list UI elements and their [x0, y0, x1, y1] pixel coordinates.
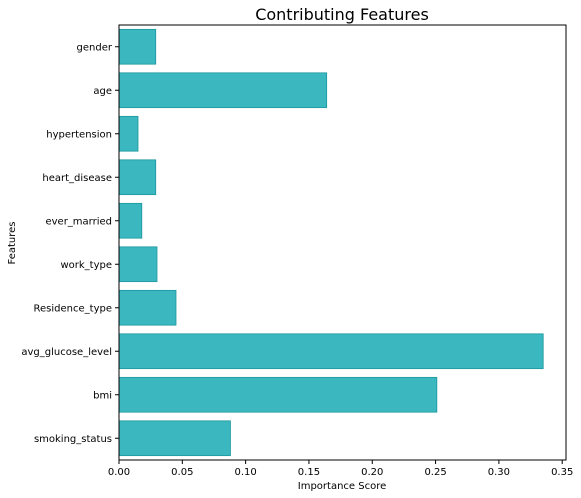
- bar-ever-married: [118, 202, 143, 239]
- bar-smoking-status: [118, 420, 231, 457]
- x-tick-label: 0.15: [298, 467, 320, 478]
- y-tick-label: age: [93, 86, 112, 97]
- y-tick-label: work_type: [60, 260, 112, 271]
- y-axis-label: Features: [7, 222, 18, 265]
- x-tick-label: 0.25: [424, 467, 446, 478]
- y-tick-label: gender: [77, 42, 113, 53]
- bar-hypertension: [118, 115, 139, 152]
- y-tick-label: smoking_status: [34, 434, 112, 445]
- bar-residence-type: [118, 289, 177, 326]
- x-ticks-group: 0.00 0.05 0.10 0.15 0.20 0.25 0.30 0.35: [108, 460, 573, 478]
- x-tick-label: 0.00: [108, 467, 130, 478]
- x-tick-label: 0.10: [234, 467, 256, 478]
- y-tick-label: avg_glucose_level: [21, 347, 112, 358]
- bar-age: [118, 72, 328, 109]
- bar-heart-disease: [118, 159, 157, 196]
- plot-frame: [118, 24, 567, 461]
- y-tick-label: Residence_type: [34, 303, 112, 314]
- x-tick-label: 0.30: [488, 467, 510, 478]
- bar-avg-glucose-level: [118, 333, 544, 370]
- y-tick-label: bmi: [93, 390, 112, 401]
- x-axis-label: Importance Score: [298, 481, 387, 492]
- y-tick-label: ever_married: [45, 216, 112, 227]
- y-ticks-group: gender age hypertension heart_disease ever_m…: [21, 42, 119, 445]
- bar-bmi: [118, 376, 438, 413]
- y-tick-label: heart_disease: [42, 173, 112, 184]
- x-tick-label: 0.35: [551, 467, 573, 478]
- bar-gender: [118, 28, 157, 65]
- y-tick-label: hypertension: [46, 129, 112, 140]
- bars-group: [118, 28, 544, 457]
- chart-title: Contributing Features: [255, 5, 429, 24]
- x-tick-label: 0.20: [361, 467, 383, 478]
- x-tick-label: 0.05: [171, 467, 193, 478]
- bar-work-type: [118, 246, 158, 283]
